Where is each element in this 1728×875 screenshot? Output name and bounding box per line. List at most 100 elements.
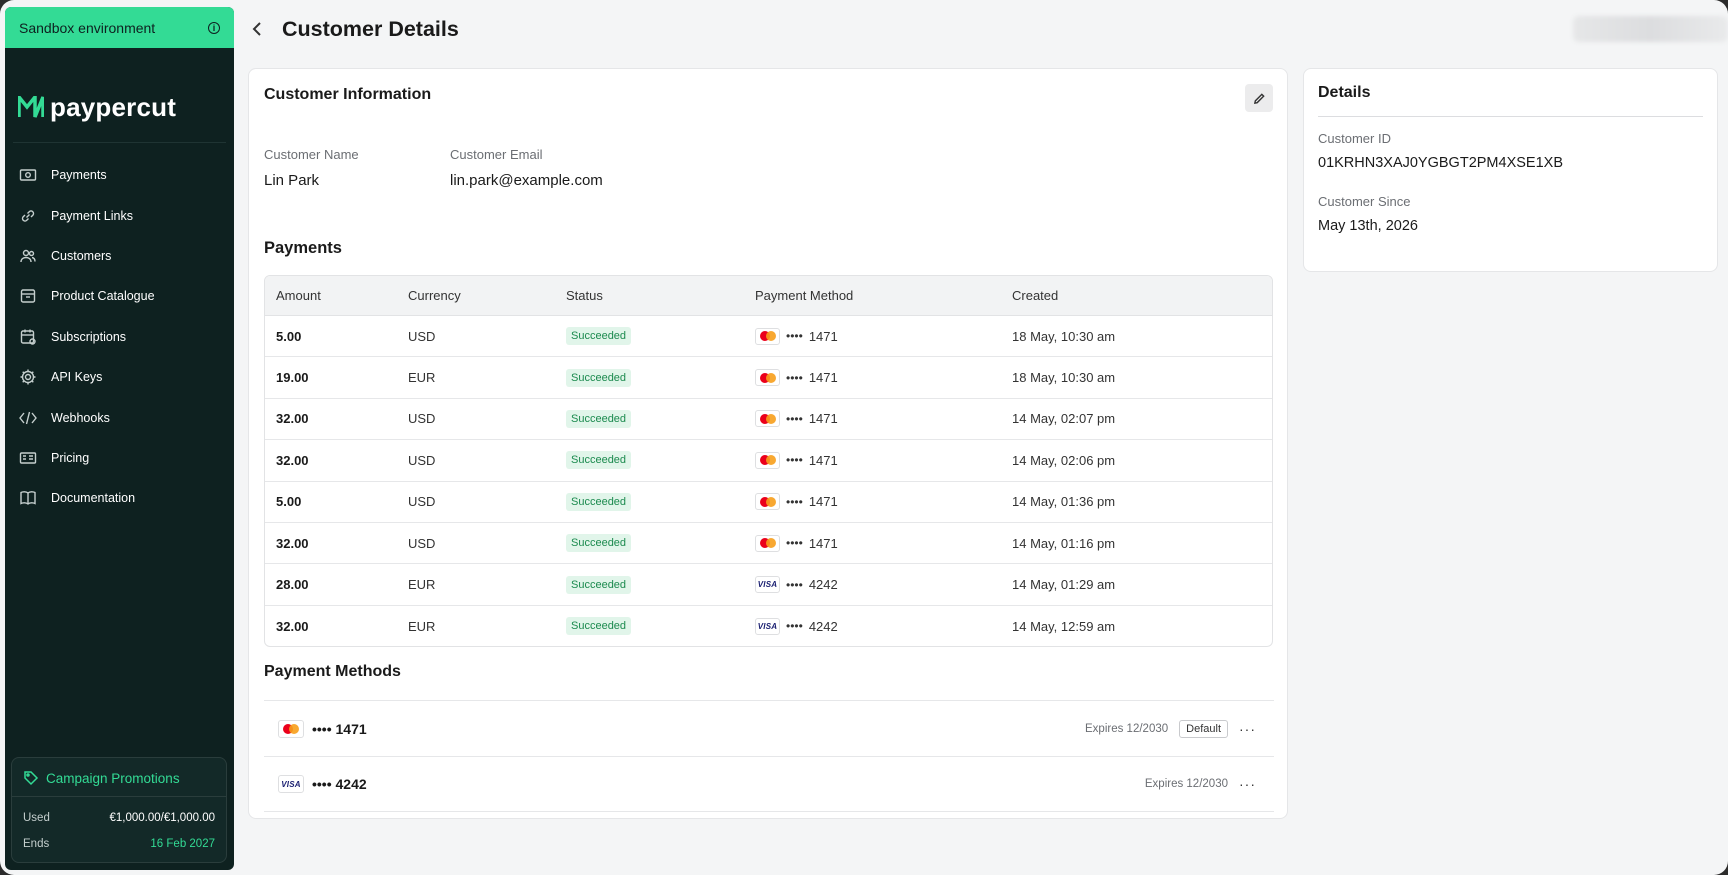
table-row[interactable]: 5.00 USD Succeeded •••• 1471 14 May, 01:36 pm (265, 482, 1272, 523)
sidebar-item-subscriptions[interactable]: Subscriptions (5, 317, 234, 357)
payments-table: Amount Currency Status Payment Method Create… (264, 275, 1273, 647)
promo-title-label: Campaign Promotions (46, 770, 180, 786)
info-icon[interactable]: i (208, 21, 220, 34)
masked-dots: •••• (786, 370, 803, 385)
promo-ends-label: Ends (23, 838, 50, 850)
payments-title: Payments (264, 239, 342, 257)
sidebar-item-label: Webhooks (51, 410, 110, 425)
customer-information-title: Customer Information (264, 86, 432, 103)
sandbox-banner[interactable]: Sandbox environment i (5, 7, 234, 48)
logo[interactable]: paypercut (5, 48, 234, 132)
card-last4: 1471 (808, 494, 838, 510)
expiry-text: Expires 12/2030 (1085, 722, 1169, 735)
sidebar-item-label: Customers (51, 248, 112, 263)
amount-cell: 32.00 (276, 452, 309, 468)
payment-method-row[interactable]: VISA •••• 4242 Expires 12/2030 ··· (264, 756, 1274, 812)
table-row[interactable]: 28.00 EUR Succeeded VISA •••• 4242 14 May, 01:… (265, 564, 1272, 606)
table-row[interactable]: 5.00 USD Succeeded •••• 1471 18 May, 10:30 am (265, 316, 1272, 358)
default-badge: Default (1179, 719, 1228, 738)
masked-dots: •••• (786, 329, 803, 344)
table-row[interactable]: 32.00 USD Succeeded •••• 1471 14 May, 01:16 p… (265, 523, 1272, 565)
sidebar-item-documentation[interactable]: Documentation (5, 478, 234, 518)
pencil-icon (1253, 92, 1265, 104)
status-cell: Succeeded (566, 492, 755, 511)
promo-ends-value: 16 Feb 2027 (150, 838, 215, 850)
currency-cell: EUR (408, 370, 436, 386)
amount-cell: 32.00 (276, 535, 309, 551)
currency-cell: USD (408, 328, 436, 344)
currency-cell: USD (408, 411, 436, 427)
masked-dots: •••• (786, 494, 803, 509)
visa-card-icon-label: VISA (757, 580, 778, 590)
table-header: Amount Currency Status Payment Method Create… (265, 276, 1272, 316)
table-row[interactable]: 32.00 USD Succeeded •••• 1471 14 May, 02:06 p… (265, 440, 1272, 482)
amount-cell: 32.00 (276, 618, 309, 634)
more-options-icon[interactable]: ··· (1239, 776, 1256, 792)
customer-name-field: Customer Name Lin Park (264, 147, 359, 189)
visa-card-icon: VISA (755, 617, 780, 635)
calendar-icon (19, 328, 37, 346)
column-header: Amount (276, 288, 321, 303)
customer-since-value: May 13th, 2026 (1318, 218, 1418, 234)
amount-cell: 28.00 (276, 577, 309, 593)
customer-id-value: 01KRHN3XAJ0YGBGT2PM4XSE1XB (1318, 155, 1563, 171)
status-badge: Succeeded (566, 368, 632, 387)
sidebar-item-label: Payments (51, 168, 107, 183)
card-last4: 1471 (808, 535, 838, 551)
paypercut-logo-icon (18, 96, 44, 118)
created-cell: 14 May, 01:16 pm (1012, 535, 1116, 551)
payment-method-cell: •••• 1471 (755, 534, 1012, 552)
box-icon (19, 287, 37, 305)
table-row[interactable]: 32.00 USD Succeeded •••• 1471 14 May, 02:07 p… (265, 399, 1272, 441)
created-cell: 18 May, 10:30 am (1012, 370, 1116, 386)
visa-card-icon: VISA (278, 775, 304, 793)
sidebar-item-label: API Keys (51, 370, 103, 385)
payment-method-cell: •••• 1471 (755, 369, 1012, 387)
currency-cell: EUR (408, 618, 436, 634)
currency-cell: USD (408, 535, 436, 551)
code-icon (19, 409, 37, 427)
customer-email-label: Customer Email (450, 147, 543, 162)
table-row[interactable]: 19.00 EUR Succeeded •••• 1471 18 May, 10:30 a… (265, 357, 1272, 399)
payment-method-cell: VISA •••• 4242 (755, 576, 1012, 594)
status-cell: Succeeded (566, 534, 755, 553)
visa-card-icon-label: VISA (757, 621, 778, 631)
status-badge: Succeeded (566, 617, 632, 636)
sidebar-item-api-keys[interactable]: API Keys (5, 357, 234, 397)
payment-method-number: •••• 4242 (312, 776, 367, 792)
column-header: Currency (408, 288, 461, 303)
divider (13, 142, 226, 143)
sidebar-item-payment-links[interactable]: Payment Links (5, 195, 234, 235)
currency-cell: USD (408, 494, 436, 510)
sidebar-item-payments[interactable]: Payments (5, 155, 234, 195)
sidebar-item-product-catalogue[interactable]: Product Catalogue (5, 276, 234, 316)
logo-text: paypercut (50, 91, 177, 122)
payment-method-number: •••• 1471 (312, 720, 367, 737)
sidebar-item-pricing[interactable]: Pricing (5, 438, 234, 478)
column-header: Status (566, 288, 603, 303)
status-cell: Succeeded (566, 409, 755, 428)
payment-method-row[interactable]: •••• 1471 Expires 12/2030 Default ··· (264, 700, 1274, 756)
status-badge: Succeeded (566, 327, 632, 346)
sidebar-item-customers[interactable]: Customers (5, 236, 234, 276)
created-cell: 14 May, 02:07 pm (1012, 411, 1116, 427)
column-header: Payment Method (755, 288, 854, 303)
payment-method-cell: •••• 1471 (755, 410, 1012, 428)
campaign-promotions-card[interactable]: Campaign Promotions Used €1,000.00/€1,00… (11, 757, 227, 863)
expiry-text: Expires 12/2030 (1144, 778, 1228, 790)
sidebar-nav: Payments Payment Links Customers Product Ca… (5, 155, 234, 519)
sidebar-item-label: Pricing (51, 450, 90, 465)
back-button[interactable] (248, 19, 268, 39)
blurred-account-menu[interactable] (1573, 16, 1728, 42)
gear-icon (19, 368, 37, 386)
more-options-icon[interactable]: ··· (1239, 720, 1256, 737)
customer-main-card: Customer Information Customer Name Lin P… (248, 68, 1288, 819)
chevron-left-icon (252, 22, 261, 36)
mastercard-icon (278, 719, 304, 738)
sidebar-item-webhooks[interactable]: Webhooks (5, 397, 234, 437)
created-cell: 18 May, 10:30 am (1012, 328, 1116, 344)
promo-used-label: Used (23, 812, 50, 824)
table-row[interactable]: 32.00 EUR Succeeded VISA •••• 4242 14 May, 12:… (265, 606, 1272, 646)
edit-customer-button[interactable] (1245, 84, 1273, 112)
